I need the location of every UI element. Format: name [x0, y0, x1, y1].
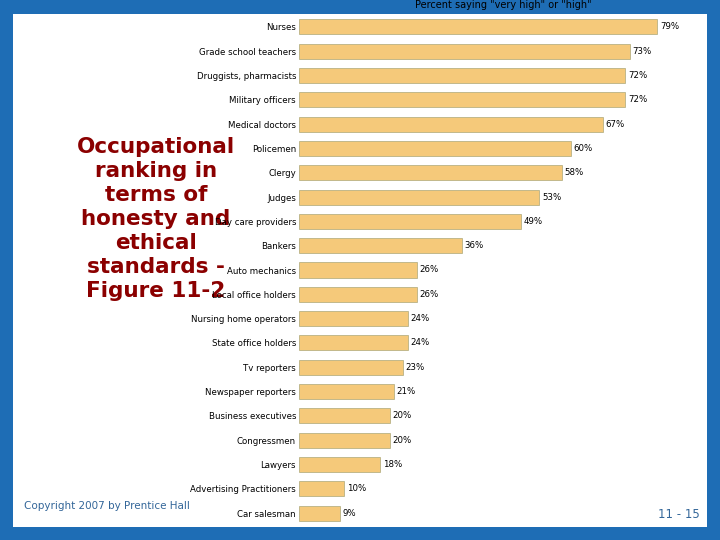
- Text: 72%: 72%: [628, 96, 647, 104]
- Text: 26%: 26%: [420, 290, 438, 299]
- Bar: [299, 214, 521, 229]
- Bar: [299, 457, 380, 472]
- Bar: [299, 287, 417, 302]
- Text: 9%: 9%: [342, 509, 356, 518]
- Text: 20%: 20%: [392, 411, 412, 420]
- Bar: [299, 117, 603, 132]
- Text: 24%: 24%: [410, 314, 430, 323]
- Bar: [299, 433, 390, 448]
- Text: 72%: 72%: [628, 71, 647, 80]
- Title: November 10-21,2004
Percent saying "very high" or "high": November 10-21,2004 Percent saying "very…: [415, 0, 591, 10]
- Text: 11 - 15: 11 - 15: [658, 508, 700, 521]
- Bar: [299, 238, 462, 253]
- Bar: [299, 92, 626, 107]
- Bar: [299, 408, 390, 423]
- Text: 79%: 79%: [660, 22, 679, 31]
- Text: 67%: 67%: [606, 120, 625, 129]
- Bar: [299, 481, 344, 496]
- Text: 21%: 21%: [397, 387, 416, 396]
- Bar: [299, 384, 394, 399]
- Text: Copyright 2007 by Prentice Hall: Copyright 2007 by Prentice Hall: [24, 501, 190, 511]
- Text: 53%: 53%: [542, 193, 561, 201]
- Bar: [299, 68, 626, 83]
- Bar: [299, 505, 340, 521]
- Text: 73%: 73%: [633, 46, 652, 56]
- Text: 23%: 23%: [406, 363, 425, 372]
- Text: 18%: 18%: [383, 460, 402, 469]
- Text: 10%: 10%: [347, 484, 366, 494]
- Bar: [299, 190, 539, 205]
- Text: 26%: 26%: [420, 266, 438, 274]
- Bar: [299, 311, 408, 326]
- Text: 20%: 20%: [392, 436, 412, 444]
- Bar: [299, 262, 417, 278]
- Bar: [299, 335, 408, 350]
- Bar: [299, 44, 630, 59]
- Bar: [299, 19, 657, 35]
- Bar: [299, 360, 403, 375]
- Text: 60%: 60%: [574, 144, 593, 153]
- Text: Occupational
ranking in
terms of
honesty and
ethical
standards -
Figure 11-2: Occupational ranking in terms of honesty…: [77, 137, 235, 301]
- Text: 24%: 24%: [410, 339, 430, 347]
- Text: 49%: 49%: [523, 217, 543, 226]
- Bar: [299, 141, 571, 156]
- Text: 36%: 36%: [465, 241, 484, 250]
- Bar: [299, 165, 562, 180]
- Text: 58%: 58%: [564, 168, 584, 177]
